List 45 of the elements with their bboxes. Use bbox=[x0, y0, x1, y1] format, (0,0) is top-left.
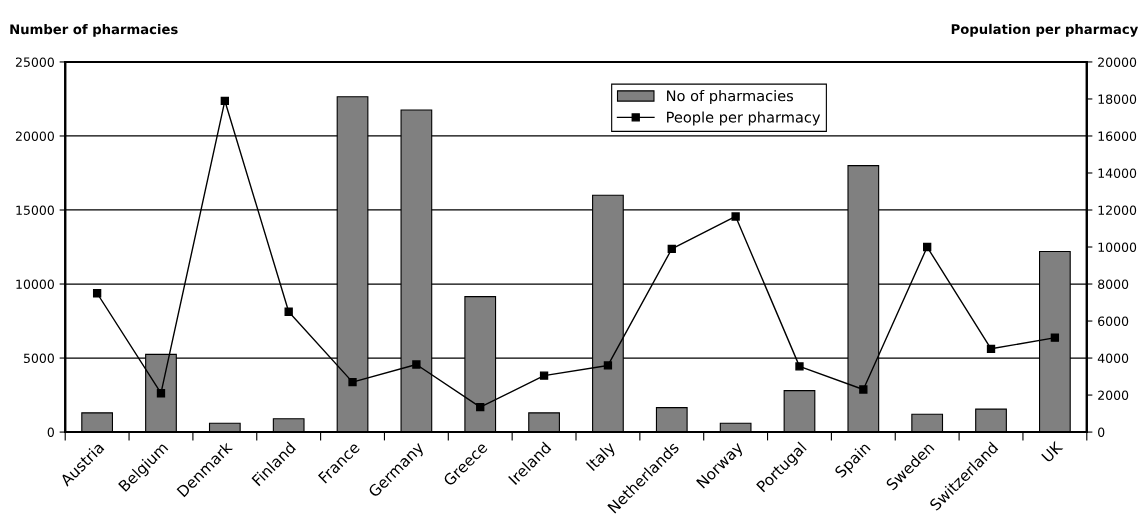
point bbox=[539, 371, 549, 380]
point bbox=[1050, 333, 1060, 342]
y2-tick-label: 12000 bbox=[1098, 205, 1137, 215]
y-tick-label: 25000 bbox=[15, 57, 54, 67]
y2-tick-label: 10000 bbox=[1098, 242, 1137, 252]
bar bbox=[975, 408, 1007, 433]
bar bbox=[272, 418, 305, 433]
point bbox=[859, 385, 868, 394]
y2-tick-label: 0 bbox=[1098, 427, 1105, 437]
y2-tick-label: 4000 bbox=[1097, 353, 1129, 363]
point bbox=[220, 96, 229, 105]
point bbox=[92, 289, 102, 298]
y2-tick-label: 6000 bbox=[1098, 316, 1129, 326]
y-tick-label: 0 bbox=[47, 427, 54, 437]
y-tick-label: 10000 bbox=[16, 279, 54, 289]
y2-tick-label: 8000 bbox=[1098, 279, 1129, 289]
point bbox=[731, 212, 740, 221]
bar bbox=[528, 412, 560, 433]
y-tick-label: 20000 bbox=[15, 131, 54, 141]
point bbox=[284, 307, 293, 316]
y-tick-label: 5000 bbox=[23, 353, 54, 363]
y-axis-title: Number of pharmacies bbox=[10, 23, 178, 37]
y2-tick-label: 14000 bbox=[1098, 168, 1137, 178]
bar bbox=[655, 407, 688, 433]
point bbox=[986, 344, 996, 353]
point bbox=[412, 360, 421, 369]
bar bbox=[783, 390, 816, 433]
point bbox=[795, 362, 804, 371]
y2-tick-label: 18000 bbox=[1098, 94, 1137, 104]
point bbox=[603, 361, 613, 370]
point bbox=[348, 377, 357, 387]
y-tick-label: 15000 bbox=[16, 205, 54, 215]
x-tick-label: UK bbox=[1041, 440, 1064, 463]
y2-axis-title: Population per pharmacy bbox=[951, 23, 1139, 37]
y2-tick-label: 20000 bbox=[1098, 57, 1137, 67]
point bbox=[476, 402, 485, 412]
legend-label: People per pharmacy bbox=[667, 111, 821, 126]
y2-tick-label: 16000 bbox=[1098, 131, 1137, 141]
point bbox=[156, 389, 166, 398]
y2-tick-label: 2000 bbox=[1098, 390, 1129, 400]
bar bbox=[911, 413, 944, 433]
point bbox=[667, 244, 676, 254]
legend-label: No of pharmacies bbox=[667, 89, 794, 105]
bar bbox=[81, 412, 114, 433]
point bbox=[923, 242, 932, 252]
